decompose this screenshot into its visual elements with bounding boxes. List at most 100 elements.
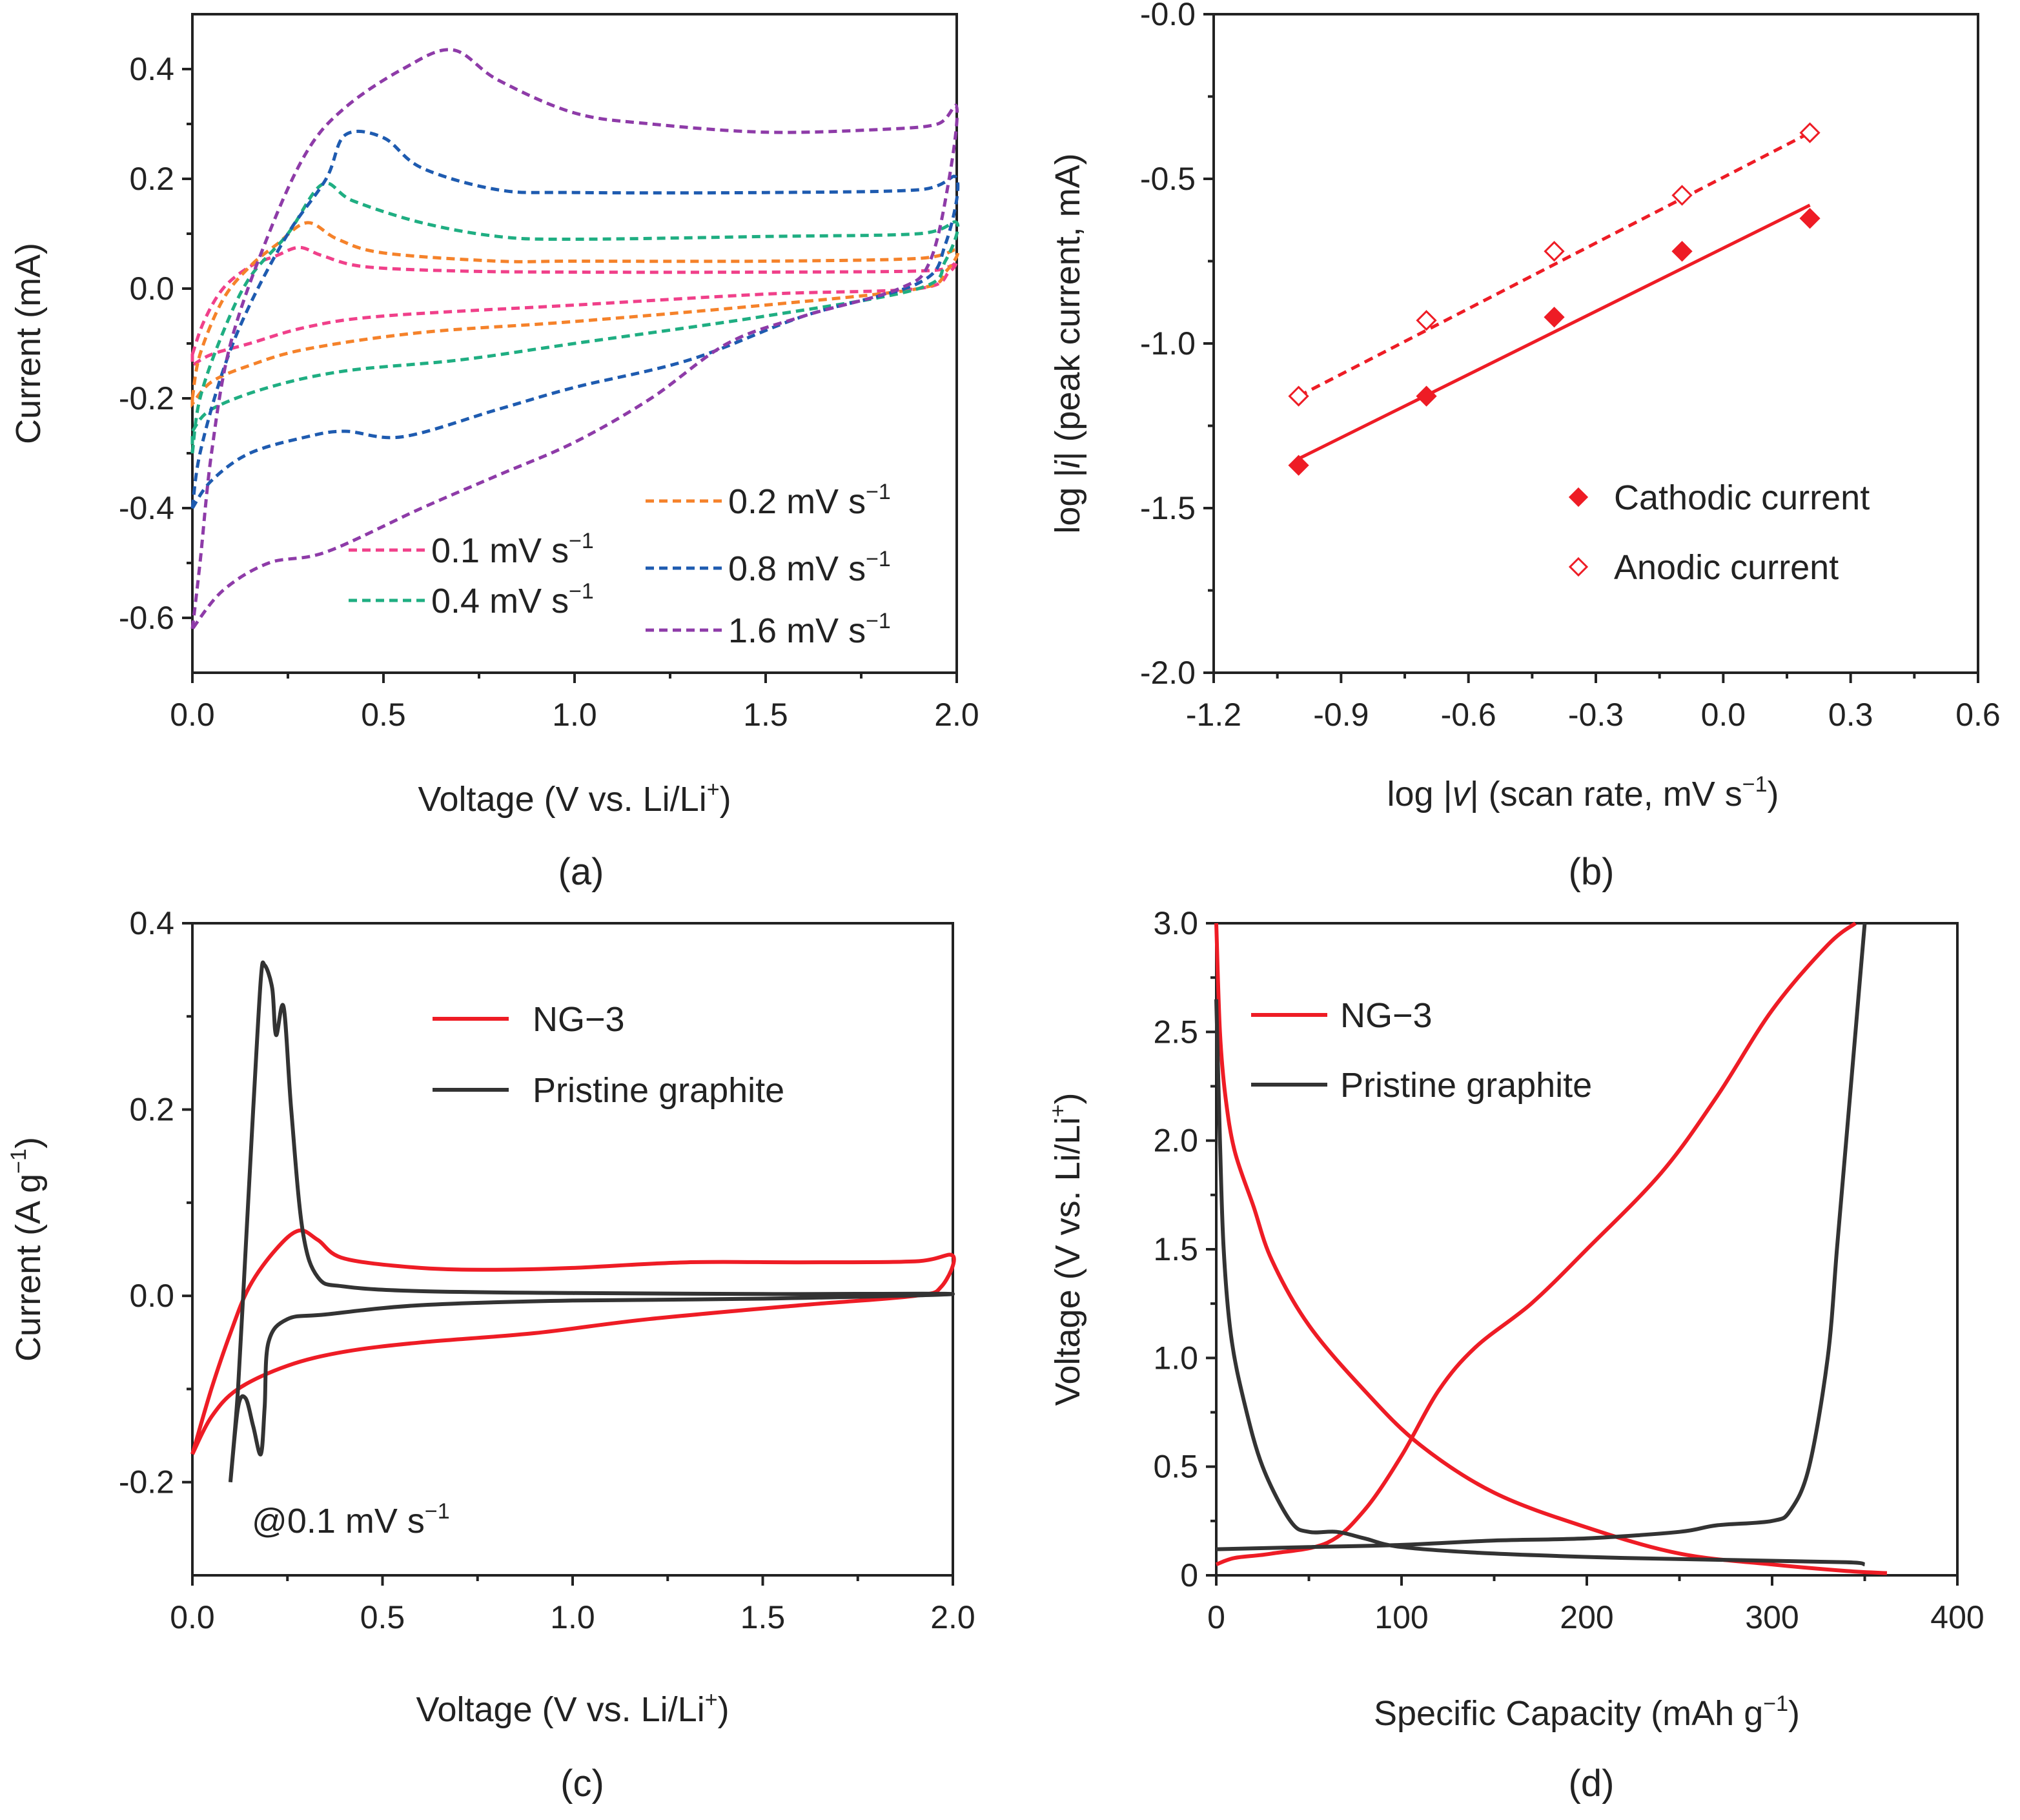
y-axis-label: Voltage (V vs. Li/Li+) [1046, 1092, 1087, 1406]
y-tick-label: 0.0 [129, 271, 174, 307]
legend-label: Anodic current [1614, 548, 1839, 587]
x-tick-label: -0.6 [1441, 697, 1496, 733]
data-point [1799, 122, 1821, 143]
x-tick-label: 100 [1374, 1599, 1428, 1635]
x-tick-label: 1.5 [743, 697, 788, 733]
legend-label: 0.4 mV s−1 [431, 579, 594, 620]
x-axis-sup: + [705, 1688, 718, 1712]
y-tick-label: 1.5 [1153, 1231, 1198, 1267]
legend-label: NG−3 [1340, 996, 1433, 1035]
y-tick-label: 1.0 [1153, 1340, 1198, 1376]
y-tick-label: 0.5 [1153, 1449, 1198, 1485]
data-point [1544, 307, 1565, 328]
legend-sup: −1 [866, 547, 891, 571]
discharge-curve [1214, 923, 1888, 1575]
x-tick-label: 2.0 [930, 1599, 975, 1635]
y-tick-label: 3.0 [1153, 905, 1198, 941]
x-axis-text: ) [720, 780, 731, 819]
legend-label: Pristine graphite [533, 1071, 784, 1110]
panel-label: (c) [560, 1763, 604, 1805]
y-tick-label: -0.5 [1140, 161, 1196, 197]
x-tick-label: 0.0 [170, 697, 215, 733]
legend-label: NG−3 [533, 1000, 625, 1039]
legend-label: Cathodic current [1614, 478, 1870, 517]
legend-marker [1568, 487, 1589, 507]
annotation-text: @0.1 mV s [252, 1502, 425, 1540]
x-axis-text: ) [1768, 775, 1779, 813]
x-tick-label: -1.2 [1186, 697, 1241, 733]
data-point [1671, 185, 1693, 206]
y-tick-label: -0.2 [119, 1464, 174, 1500]
y-tick-label: 0.0 [129, 1278, 174, 1314]
y-axis-var: i [1048, 460, 1087, 469]
x-tick-label: 0.6 [1955, 697, 2001, 733]
x-tick-label: 300 [1745, 1599, 1799, 1635]
x-tick-label: 0.5 [361, 697, 406, 733]
cv-curve [190, 129, 960, 509]
charge-curve [1216, 923, 1867, 1551]
y-axis-text: Voltage (V vs. Li/Li [1048, 1117, 1087, 1406]
x-axis-text: Voltage (V vs. Li/Li [418, 780, 706, 819]
legend-label: 0.1 mV s−1 [431, 529, 594, 570]
panel-c: 0.0 0.5 1.0 1.5 2.0 -0.2 0.0 0.2 0.4 NG−3 Pristine… [6, 905, 975, 1805]
x-tick-label: 0.0 [1701, 697, 1746, 733]
legend-sup: −1 [866, 480, 891, 504]
y-tick-label: 2.0 [1153, 1123, 1198, 1159]
y-tick-label: -0.0 [1140, 0, 1196, 32]
y-axis-text: log | [1048, 469, 1087, 534]
cv-curve [228, 960, 955, 1483]
legend-sup: −1 [569, 529, 594, 553]
x-axis-label: log |v| (scan rate, mV s−1) [1387, 772, 1779, 813]
legend-label: 0.2 mV s−1 [728, 480, 891, 521]
x-axis-text: Voltage (V vs. Li/Li [416, 1690, 704, 1729]
annotation-scan-rate: @0.1 mV s−1 [252, 1499, 450, 1540]
x-tick-label: -0.9 [1313, 697, 1369, 733]
data-point [1416, 310, 1437, 331]
x-tick-label: 1.0 [552, 697, 597, 733]
y-tick-label: -0.6 [119, 600, 174, 636]
cv-curve [190, 1228, 956, 1455]
cv-curve [190, 245, 959, 369]
x-axis-text: ) [718, 1690, 729, 1729]
y-axis-sup: + [1046, 1104, 1070, 1117]
x-axis-text: log | [1387, 775, 1453, 813]
discharge-curve [1214, 999, 1866, 1567]
x-tick-label: 1.0 [550, 1599, 595, 1635]
x-tick-label: 2.0 [934, 697, 979, 733]
x-axis-text: ) [1788, 1694, 1800, 1733]
x-axis-label: Voltage (V vs. Li/Li+) [418, 777, 731, 819]
legend-text: 0.2 mV s [728, 482, 866, 521]
x-axis-sup: + [707, 777, 720, 802]
y-axis-sup: −1 [6, 1149, 31, 1174]
panel-label: (d) [1569, 1763, 1615, 1805]
x-tick-label: 400 [1930, 1599, 1984, 1635]
y-tick-label: -0.4 [119, 490, 174, 526]
y-tick-label: 0.2 [129, 161, 174, 197]
fit-line [1298, 131, 1811, 398]
y-tick-label: 0.4 [129, 905, 174, 941]
plot-frame [1212, 13, 1979, 674]
legend-text: 0.4 mV s [431, 582, 569, 620]
y-tick-label: 0.4 [129, 51, 174, 87]
x-tick-label: 1.5 [740, 1599, 786, 1635]
x-axis-text: | (scan rate, mV s [1470, 775, 1742, 813]
cv-curve [190, 221, 960, 409]
y-tick-label: -1.5 [1140, 490, 1196, 526]
x-tick-label: -0.3 [1568, 697, 1624, 733]
x-tick-label: 0.3 [1828, 697, 1873, 733]
x-axis-sup: −1 [1742, 772, 1768, 797]
x-tick-label: 0.5 [360, 1599, 405, 1635]
data-point [1288, 455, 1309, 476]
x-tick-label: 0.0 [170, 1599, 215, 1635]
x-axis-sup: −1 [1763, 1692, 1788, 1716]
y-axis-label: Current (A g−1) [6, 1137, 48, 1362]
charge-curve [1215, 921, 1857, 1567]
legend-marker [1568, 557, 1589, 577]
x-axis-var: v [1453, 775, 1472, 813]
y-tick-label: -2.0 [1140, 655, 1196, 691]
panel-label: (a) [558, 851, 604, 893]
legend-label: Pristine graphite [1340, 1066, 1592, 1105]
fit-line [1298, 203, 1811, 460]
y-axis-text: ) [9, 1137, 48, 1149]
legend-sup: −1 [569, 579, 594, 604]
